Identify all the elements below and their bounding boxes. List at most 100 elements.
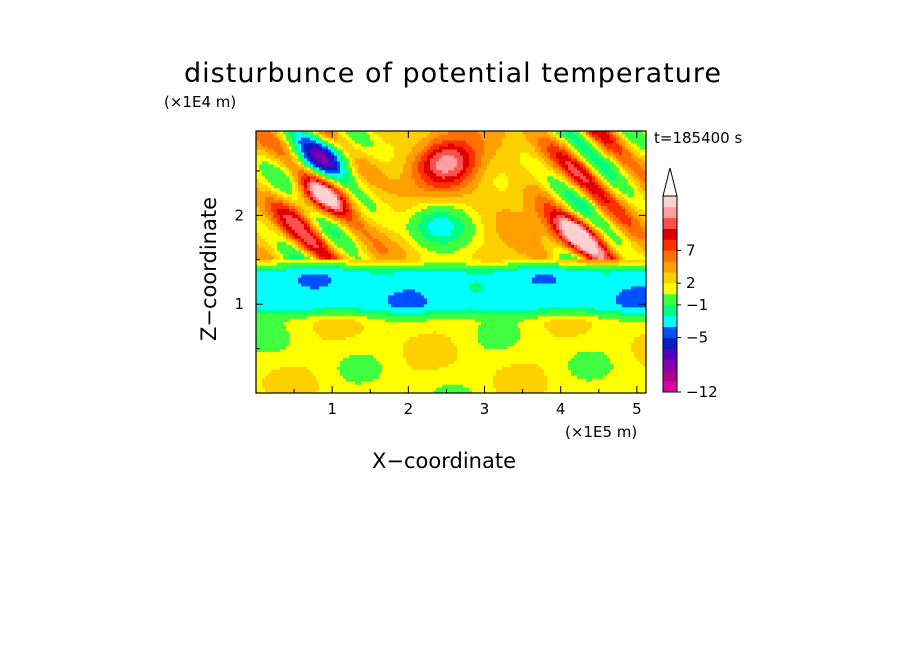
heatmap-cell bbox=[580, 339, 584, 343]
heatmap-cell bbox=[355, 348, 359, 352]
heatmap-cell bbox=[367, 369, 371, 373]
heatmap-cell bbox=[436, 381, 440, 385]
heatmap-cell bbox=[517, 348, 521, 352]
heatmap-cell bbox=[637, 387, 641, 391]
heatmap-cell bbox=[373, 381, 377, 385]
heatmap-cell bbox=[382, 384, 386, 388]
heatmap-cell bbox=[283, 360, 287, 364]
heatmap-cell bbox=[436, 357, 440, 361]
heatmap-cell bbox=[364, 387, 368, 391]
heatmap-cell bbox=[310, 390, 314, 393]
heatmap-cell bbox=[331, 348, 335, 352]
heatmap-cell bbox=[595, 375, 599, 379]
heatmap-cell bbox=[610, 381, 614, 385]
heatmap-cell bbox=[589, 369, 593, 373]
heatmap-cell bbox=[643, 339, 646, 343]
heatmap-cell bbox=[367, 372, 371, 376]
heatmap-cell bbox=[385, 363, 389, 367]
heatmap-cell bbox=[442, 354, 446, 358]
heatmap-cell bbox=[538, 387, 542, 391]
heatmap-cell bbox=[487, 366, 491, 370]
heatmap-cell bbox=[529, 345, 533, 349]
heatmap-cell bbox=[334, 363, 338, 367]
heatmap-cell bbox=[457, 339, 461, 343]
heatmap-cell bbox=[316, 354, 320, 358]
heatmap-cell bbox=[475, 345, 479, 349]
heatmap-cell bbox=[622, 387, 626, 391]
heatmap-cell bbox=[274, 342, 278, 346]
heatmap-cell bbox=[283, 375, 287, 379]
heatmap-cell bbox=[445, 378, 449, 382]
heatmap-cell bbox=[556, 384, 560, 388]
heatmap-cell bbox=[388, 342, 392, 346]
heatmap-cell bbox=[640, 369, 644, 373]
heatmap-cell bbox=[343, 351, 347, 355]
heatmap-cell bbox=[439, 366, 443, 370]
heatmap-cell bbox=[271, 372, 275, 376]
heatmap-cell bbox=[625, 366, 629, 370]
heatmap-cell bbox=[355, 342, 359, 346]
heatmap-cell bbox=[538, 369, 542, 373]
heatmap-cell bbox=[349, 342, 353, 346]
heatmap-cell bbox=[397, 387, 401, 391]
heatmap-cell bbox=[598, 369, 602, 373]
heatmap-cell bbox=[439, 381, 443, 385]
heatmap-cell bbox=[286, 375, 290, 379]
heatmap-cell bbox=[523, 375, 527, 379]
heatmap-cell bbox=[310, 369, 314, 373]
heatmap-cell bbox=[319, 357, 323, 361]
heatmap-cell bbox=[523, 348, 527, 352]
heatmap-cell bbox=[322, 375, 326, 379]
heatmap-cell bbox=[313, 360, 317, 364]
heatmap-cell bbox=[397, 360, 401, 364]
heatmap-cell bbox=[346, 372, 350, 376]
heatmap-cell bbox=[490, 339, 494, 343]
heatmap-cell bbox=[364, 354, 368, 358]
heatmap-cell bbox=[565, 342, 569, 346]
heatmap-cell bbox=[340, 345, 344, 349]
heatmap-cell bbox=[430, 384, 434, 388]
heatmap-cell bbox=[415, 372, 419, 376]
heatmap-cell bbox=[268, 348, 272, 352]
heatmap-cell bbox=[379, 342, 383, 346]
heatmap-cell bbox=[409, 360, 413, 364]
heatmap-cell bbox=[421, 354, 425, 358]
heatmap-cell bbox=[496, 357, 500, 361]
heatmap-cell bbox=[589, 375, 593, 379]
heatmap-cell bbox=[415, 342, 419, 346]
heatmap-cell bbox=[328, 384, 332, 388]
heatmap-cell bbox=[490, 378, 494, 382]
heatmap-cell bbox=[550, 345, 554, 349]
heatmap-cell bbox=[409, 339, 413, 343]
heatmap-cell bbox=[619, 342, 623, 346]
heatmap-cell bbox=[628, 339, 632, 343]
heatmap-cell bbox=[490, 345, 494, 349]
heatmap-cell bbox=[364, 363, 368, 367]
heatmap-cell bbox=[550, 390, 554, 393]
heatmap-cell bbox=[256, 351, 260, 355]
heatmap-cell bbox=[475, 372, 479, 376]
heatmap-cell bbox=[640, 390, 644, 393]
heatmap-cell bbox=[622, 342, 626, 346]
heatmap-cell bbox=[286, 348, 290, 352]
heatmap-cell bbox=[565, 381, 569, 385]
heatmap-cell bbox=[415, 384, 419, 388]
heatmap-cell bbox=[340, 339, 344, 343]
heatmap-cell bbox=[574, 369, 578, 373]
heatmap-cell bbox=[391, 372, 395, 376]
heatmap-cell bbox=[271, 360, 275, 364]
heatmap-cell bbox=[592, 384, 596, 388]
heatmap-cell bbox=[496, 378, 500, 382]
heatmap-cell bbox=[628, 354, 632, 358]
heatmap-cell bbox=[526, 372, 530, 376]
heatmap-cell bbox=[343, 372, 347, 376]
heatmap-cell bbox=[406, 375, 410, 379]
heatmap-cell bbox=[520, 363, 524, 367]
heatmap-cell bbox=[547, 351, 551, 355]
heatmap-cell bbox=[400, 369, 404, 373]
heatmap-cell bbox=[334, 342, 338, 346]
heatmap-cell bbox=[268, 372, 272, 376]
heatmap-cell bbox=[349, 354, 353, 358]
heatmap-cell bbox=[625, 390, 629, 393]
heatmap-cell bbox=[562, 381, 566, 385]
